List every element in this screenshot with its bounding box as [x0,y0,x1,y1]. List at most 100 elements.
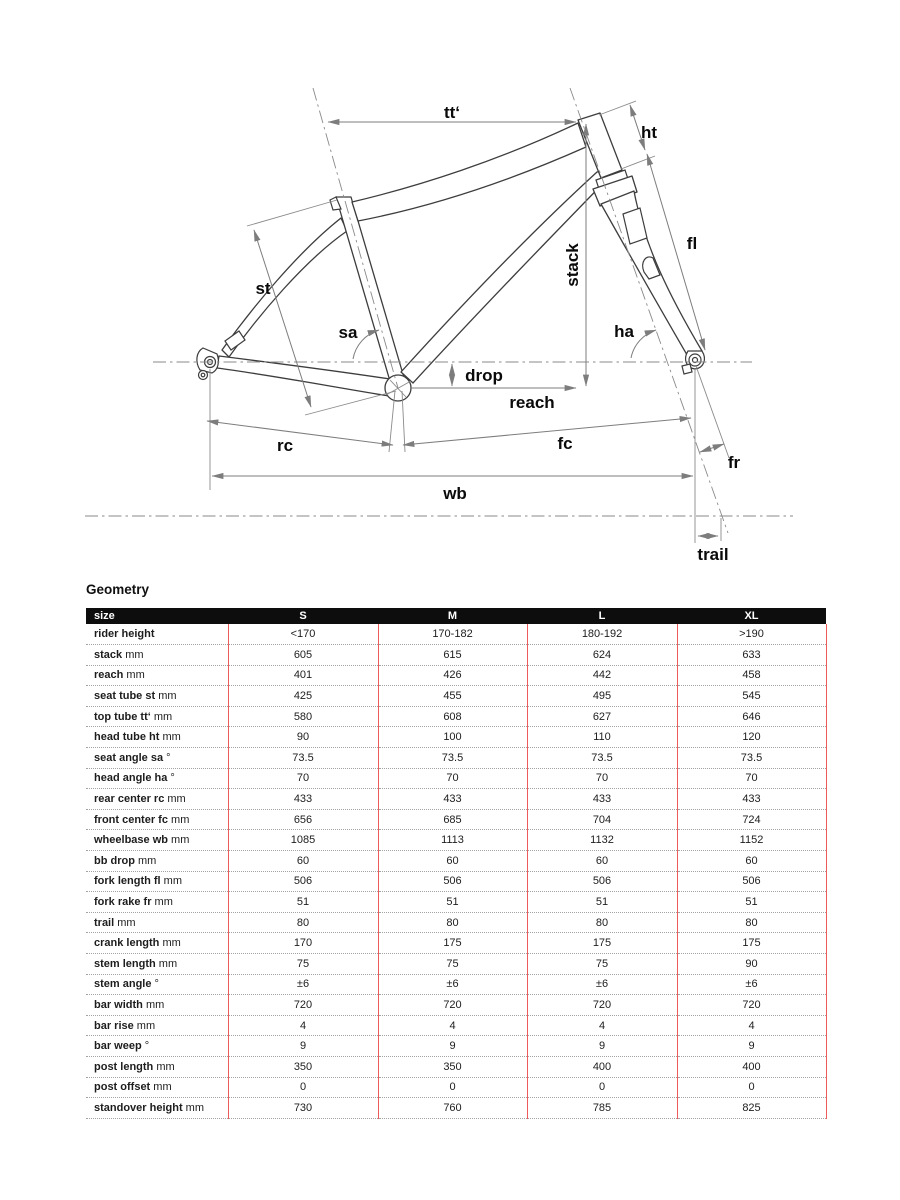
geometry-table-body: rider height <170 170-182 180-192 >190 stack … [86,624,827,1119]
cell: 401 [227,665,378,687]
dim-label-st: st [255,279,270,298]
cell: >190 [676,624,827,646]
cell: 1113 [377,829,527,852]
row-label: seat angle sa ° [86,747,228,769]
row-label: crank length mm [86,932,228,954]
dim-label-wb: wb [442,484,467,503]
cell: <170 [227,624,378,646]
cell: 0 [227,1077,378,1099]
section-title: Geometry [86,582,150,597]
cell: 495 [526,685,677,707]
dim-label-fr: fr [728,453,741,472]
table-row: reach mm 401 426 442 458 [86,665,827,687]
row-label: rider height [86,624,228,646]
dim-ht [629,104,646,151]
cell: 0 [676,1077,827,1099]
cell: 720 [377,994,527,1016]
rear-dropout [196,347,219,381]
cell: 506 [676,871,827,893]
cell: 180-192 [526,624,677,646]
dim-label-stack: stack [563,243,582,287]
cell: 656 [227,809,378,831]
table-row: fork length fl mm 506 506 506 506 [86,871,827,893]
row-label: head angle ha ° [86,768,228,790]
dim-st [253,229,312,408]
cell: 350 [377,1056,527,1078]
cell: 720 [227,994,378,1016]
cell: 60 [227,850,378,872]
cell: 70 [526,768,677,790]
column-header-size: size [94,610,115,622]
row-label: rear center rc mm [86,788,228,810]
table-row: rider height <170 170-182 180-192 >190 [86,624,827,646]
geometry-diagram: tt‘ ht st stack fl sa ha drop reach rc fc fr wb trail [85,87,793,564]
dim-label-reach: reach [509,393,554,412]
cell: 0 [377,1077,527,1099]
table-row: rear center rc mm 433 433 433 433 [86,788,827,810]
cell: 175 [526,932,677,954]
table-row: standover height mm 730 760 785 825 [86,1097,827,1119]
cell: 646 [676,706,827,728]
cell: 9 [676,1035,827,1057]
table-row: post length mm 350 350 400 400 [86,1056,827,1078]
table-row: head tube ht mm 90 100 110 120 [86,726,827,749]
table-row: stem angle ° ±6 ±6 ±6 ±6 [86,974,827,996]
table-row: post offset mm 0 0 0 0 [86,1077,827,1099]
cell: 4 [676,1015,827,1037]
table-row: fork rake fr mm 51 51 51 51 [86,891,827,913]
row-label: front center fc mm [86,809,228,831]
cell: 825 [676,1097,827,1119]
dim-label-ha: ha [614,322,634,341]
dimension-lines [206,104,725,540]
cell: 70 [377,768,527,790]
dim-label-fc: fc [557,434,572,453]
seat-clamp [329,196,342,211]
row-label: trail mm [86,912,228,934]
row-label: bar width mm [86,994,228,1016]
cell: 627 [526,706,677,728]
down-tube [400,166,620,384]
row-label: reach mm [86,665,228,687]
table-row: crank length mm 170 175 175 175 [86,932,827,954]
column-header-L: L [598,610,606,622]
dim-label-tt: tt‘ [444,103,460,122]
table-row: bar width mm 720 720 720 720 [86,994,827,1016]
table-row: top tube tt‘ mm 580 608 627 646 [86,706,827,728]
front-axle-center [691,356,699,364]
row-label: bar rise mm [86,1015,228,1037]
cell: 400 [676,1056,827,1078]
cell: 633 [676,644,827,666]
cell: 605 [227,644,378,666]
cell: 724 [676,809,827,831]
cell: 80 [377,912,527,934]
table-row: front center fc mm 656 685 704 724 [86,809,827,831]
cell: 425 [227,685,378,707]
cell: 170 [227,932,378,954]
dim-ha-arc [630,329,657,359]
cell: 458 [676,665,827,687]
cell: 90 [676,953,827,975]
cell: 730 [227,1097,378,1119]
cell: 73.5 [377,747,527,769]
cell: 60 [377,850,527,872]
row-label: stack mm [86,644,228,666]
steering-axis [569,87,729,534]
cell: 506 [377,871,527,893]
table-row: wheelbase wb mm 1085 1113 1132 1152 [86,829,827,852]
row-label: wheelbase wb mm [86,829,228,852]
table-row: seat angle sa ° 73.5 73.5 73.5 73.5 [86,747,827,769]
cell: 73.5 [526,747,677,769]
dim-fr [699,443,725,453]
cell: 720 [526,994,677,1016]
cell: 70 [227,768,378,790]
table-row: head angle ha ° 70 70 70 70 [86,768,827,790]
row-label: bb drop mm [86,850,228,872]
cell: 442 [526,665,677,687]
cell: 60 [676,850,827,872]
cell: 433 [676,788,827,810]
cell: 608 [377,706,527,728]
row-label: head tube ht mm [86,726,228,749]
cell: 51 [377,891,527,913]
dim-labels: tt‘ ht st stack fl sa ha drop reach rc fc fr wb trail [255,103,740,564]
cell: 120 [676,726,827,749]
